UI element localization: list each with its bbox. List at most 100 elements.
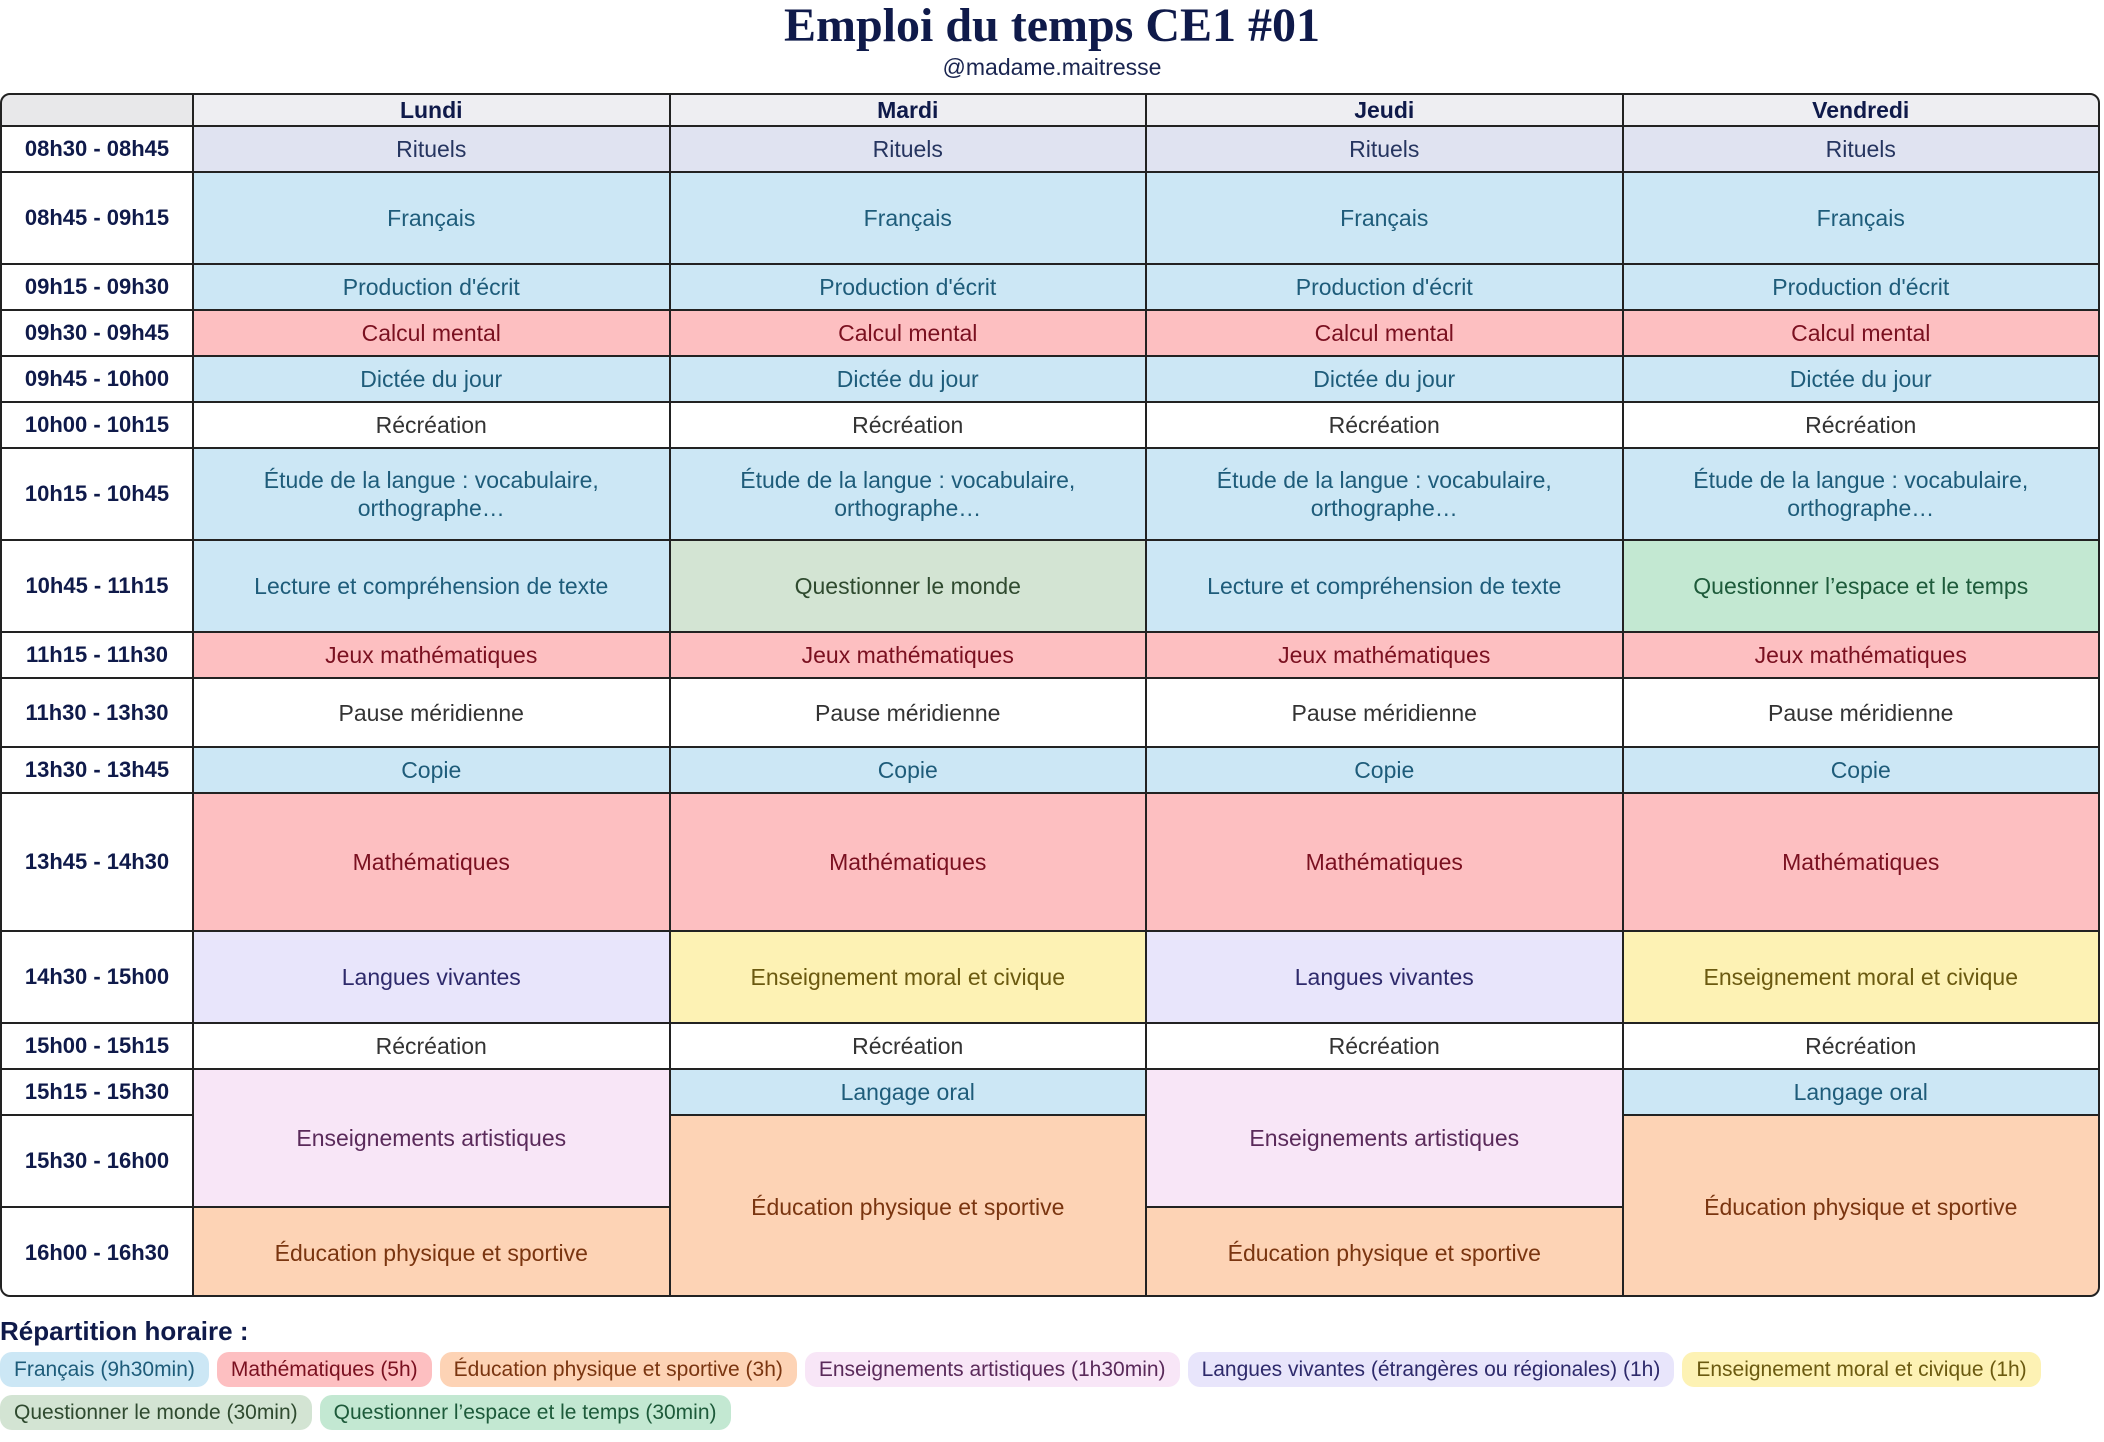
lesson-cell: Production d'écrit bbox=[670, 265, 1145, 309]
time-label: 15h15 - 15h30 bbox=[2, 1070, 192, 1114]
legend: Français (9h30min) Mathématiques (5h) Éduc… bbox=[0, 1352, 2090, 1430]
lesson-cell: Production d'écrit bbox=[194, 265, 669, 309]
day-header: Lundi bbox=[194, 95, 669, 125]
lesson-cell: Lecture et compréhension de texte bbox=[194, 541, 669, 631]
lesson-cell: Jeux mathématiques bbox=[670, 633, 1145, 677]
lesson-cell: Mathématiques bbox=[1147, 794, 1622, 930]
time-label: 15h30 - 16h00 bbox=[2, 1116, 192, 1206]
legend-pill: Questionner le monde (30min) bbox=[0, 1395, 312, 1430]
lesson-cell: Éducation physique et sportive bbox=[670, 1116, 1145, 1295]
lesson-cell: Récréation bbox=[194, 1024, 669, 1068]
lesson-cell: Jeux mathématiques bbox=[1623, 633, 2098, 677]
lesson-cell: Récréation bbox=[1147, 403, 1622, 447]
time-label: 10h45 - 11h15 bbox=[2, 541, 192, 631]
lesson-cell: Étude de la langue : vocabulaire, orthog… bbox=[670, 449, 1145, 539]
lesson-cell: Dictée du jour bbox=[194, 357, 669, 401]
legend-title: Répartition horaire : bbox=[0, 1316, 249, 1346]
lesson-cell: Copie bbox=[670, 748, 1145, 792]
lesson-cell: Rituels bbox=[1623, 127, 2098, 171]
lesson-cell: Copie bbox=[194, 748, 669, 792]
time-label: 11h15 - 11h30 bbox=[2, 633, 192, 677]
lesson-cell: Pause méridienne bbox=[194, 679, 669, 746]
corner-cell bbox=[2, 95, 192, 125]
lesson-cell: Pause méridienne bbox=[1147, 679, 1622, 746]
lesson-cell: Questionner le monde bbox=[670, 541, 1145, 631]
lesson-cell: Français bbox=[1623, 173, 2098, 263]
day-header: Jeudi bbox=[1147, 95, 1622, 125]
day-header: Mardi bbox=[670, 95, 1145, 125]
lesson-cell: Pause méridienne bbox=[1623, 679, 2098, 746]
time-label: 16h00 - 16h30 bbox=[2, 1208, 192, 1295]
time-label: 14h30 - 15h00 bbox=[2, 932, 192, 1022]
lesson-cell: Enseignements artistiques bbox=[1147, 1070, 1622, 1206]
legend-pill: Enseignement moral et civique (1h) bbox=[1682, 1352, 2041, 1387]
lesson-cell: Langues vivantes bbox=[194, 932, 669, 1022]
lesson-cell: Questionner l’espace et le temps bbox=[1623, 541, 2098, 631]
time-label: 10h15 - 10h45 bbox=[2, 449, 192, 539]
subtitle: @madame.maitresse bbox=[942, 54, 1162, 80]
lesson-cell: Français bbox=[670, 173, 1145, 263]
timetable: Lundi Mardi Jeudi Vendredi 08h30 - 08h45 08h4… bbox=[0, 93, 2100, 1297]
time-label: 13h30 - 13h45 bbox=[2, 748, 192, 792]
lesson-cell: Récréation bbox=[1623, 1024, 2098, 1068]
lesson-cell: Copie bbox=[1147, 748, 1622, 792]
lesson-cell: Dictée du jour bbox=[1147, 357, 1622, 401]
lesson-cell: Étude de la langue : vocabulaire, orthog… bbox=[194, 449, 669, 539]
lesson-cell: Rituels bbox=[670, 127, 1145, 171]
time-label: 08h30 - 08h45 bbox=[2, 127, 192, 171]
time-label: 15h00 - 15h15 bbox=[2, 1024, 192, 1068]
lesson-cell: Lecture et compréhension de texte bbox=[1147, 541, 1622, 631]
lesson-cell: Éducation physique et sportive bbox=[1623, 1116, 2098, 1295]
time-label: 08h45 - 09h15 bbox=[2, 173, 192, 263]
legend-pill: Éducation physique et sportive (3h) bbox=[439, 1352, 797, 1387]
lesson-cell: Enseignements artistiques bbox=[194, 1070, 669, 1206]
lesson-cell: Calcul mental bbox=[1147, 311, 1622, 355]
lesson-cell: Langues vivantes bbox=[1147, 932, 1622, 1022]
lesson-cell: Mathématiques bbox=[670, 794, 1145, 930]
lesson-cell: Enseignement moral et civique bbox=[1623, 932, 2098, 1022]
lesson-cell: Production d'écrit bbox=[1623, 265, 2098, 309]
time-label: 09h15 - 09h30 bbox=[2, 265, 192, 309]
lesson-cell: Français bbox=[194, 173, 669, 263]
legend-pill: Mathématiques (5h) bbox=[216, 1352, 432, 1387]
lesson-cell: Jeux mathématiques bbox=[1147, 633, 1622, 677]
lesson-cell: Calcul mental bbox=[670, 311, 1145, 355]
lesson-cell: Dictée du jour bbox=[1623, 357, 2098, 401]
lesson-cell: Calcul mental bbox=[1623, 311, 2098, 355]
time-label: 13h45 - 14h30 bbox=[2, 794, 192, 930]
lesson-cell: Jeux mathématiques bbox=[194, 633, 669, 677]
time-label: 09h45 - 10h00 bbox=[2, 357, 192, 401]
legend-pill: Enseignements artistiques (1h30min) bbox=[804, 1352, 1180, 1387]
lesson-cell: Copie bbox=[1623, 748, 2098, 792]
lesson-cell: Français bbox=[1147, 173, 1622, 263]
lesson-cell: Production d'écrit bbox=[1147, 265, 1622, 309]
lesson-cell: Étude de la langue : vocabulaire, orthog… bbox=[1147, 449, 1622, 539]
lesson-cell: Dictée du jour bbox=[670, 357, 1145, 401]
lesson-cell: Pause méridienne bbox=[670, 679, 1145, 746]
lesson-cell: Enseignement moral et civique bbox=[670, 932, 1145, 1022]
lesson-cell: Étude de la langue : vocabulaire, orthog… bbox=[1623, 449, 2098, 539]
lesson-cell: Éducation physique et sportive bbox=[194, 1208, 669, 1295]
lesson-cell: Langage oral bbox=[1623, 1070, 2098, 1114]
lesson-cell: Récréation bbox=[670, 403, 1145, 447]
lesson-cell: Rituels bbox=[194, 127, 669, 171]
lesson-cell: Récréation bbox=[194, 403, 669, 447]
lesson-cell: Mathématiques bbox=[194, 794, 669, 930]
legend-pill: Langues vivantes (étrangères ou régional… bbox=[1187, 1352, 1675, 1387]
day-header: Vendredi bbox=[1623, 95, 2098, 125]
lesson-cell: Langage oral bbox=[670, 1070, 1145, 1114]
lesson-cell: Éducation physique et sportive bbox=[1147, 1208, 1622, 1295]
lesson-cell: Récréation bbox=[1147, 1024, 1622, 1068]
legend-pill: Français (9h30min) bbox=[0, 1352, 209, 1387]
lesson-cell: Récréation bbox=[670, 1024, 1145, 1068]
legend-pill: Questionner l’espace et le temps (30min) bbox=[319, 1395, 731, 1430]
lesson-cell: Récréation bbox=[1623, 403, 2098, 447]
lesson-cell: Mathématiques bbox=[1623, 794, 2098, 930]
time-label: 11h30 - 13h30 bbox=[2, 679, 192, 746]
time-label: 09h30 - 09h45 bbox=[2, 311, 192, 355]
time-label: 10h00 - 10h15 bbox=[2, 403, 192, 447]
title: Emploi du temps CE1 #01 bbox=[783, 0, 1321, 52]
lesson-cell: Calcul mental bbox=[194, 311, 669, 355]
lesson-cell: Rituels bbox=[1147, 127, 1622, 171]
